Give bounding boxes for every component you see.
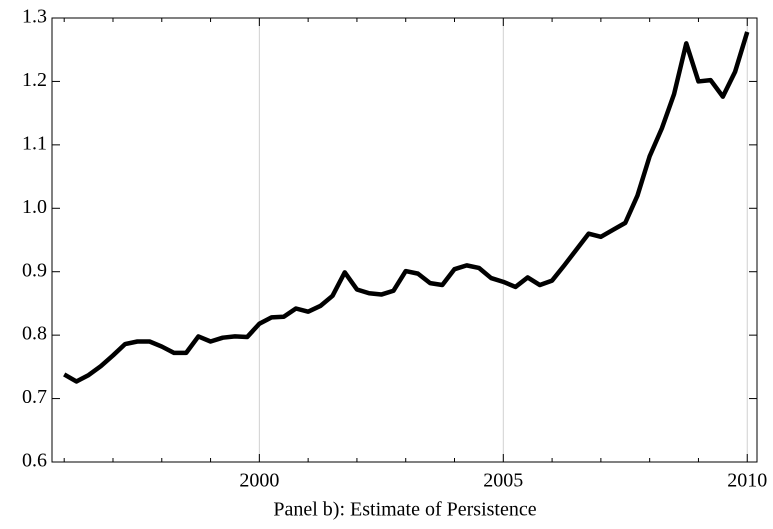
x-tick-label: 2005 [483, 470, 523, 492]
y-tick-label: 0.6 [22, 450, 47, 472]
y-tick-label: 1.1 [22, 132, 47, 154]
y-tick-label: 1.3 [22, 6, 47, 28]
x-tick-label: 2010 [727, 470, 767, 492]
x-tick-label: 2000 [239, 470, 279, 492]
y-tick-label: 0.9 [22, 259, 47, 281]
y-tick-label: 1.2 [22, 69, 47, 91]
data-line [63, 31, 750, 384]
y-tick-label: 1.0 [22, 196, 47, 218]
chart-title: Panel b): Estimate of Persistence [273, 499, 536, 521]
y-tick-label: 0.7 [22, 386, 47, 408]
y-tick-label: 0.8 [22, 323, 47, 345]
plot-frame [51, 17, 758, 463]
